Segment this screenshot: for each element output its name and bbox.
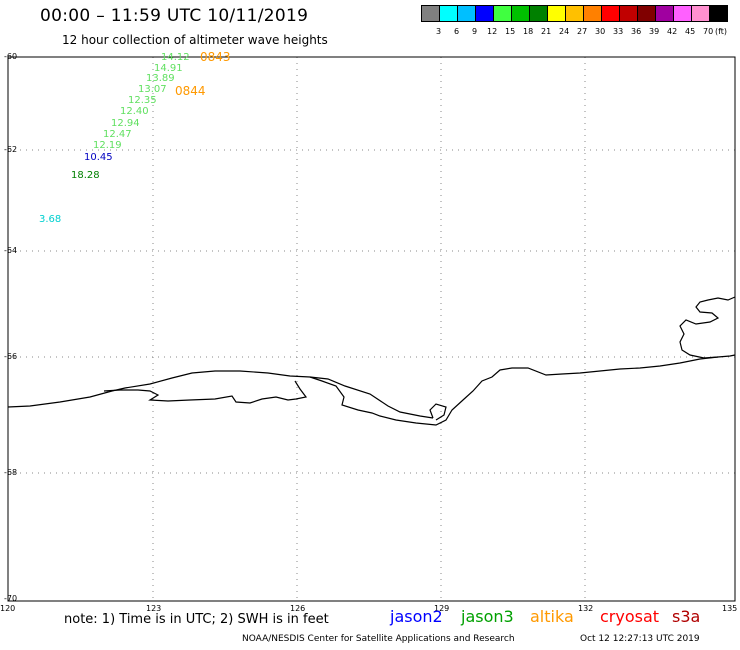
- satellite-altika-label: altika: [530, 607, 574, 626]
- scale-swatch: [619, 5, 638, 22]
- scale-swatch: [421, 5, 440, 22]
- lat-label: -70: [4, 594, 18, 603]
- satellite-cryosat-label: cryosat: [600, 607, 660, 626]
- grid-lines: [8, 57, 735, 601]
- scale-swatch: [457, 5, 476, 22]
- scale-swatch: [691, 5, 710, 22]
- wave-height-label: 12.94: [111, 118, 140, 129]
- scale-label: 21: [541, 27, 552, 36]
- scale-label: 39: [649, 27, 660, 36]
- satellite-jason2-label: jason2: [390, 607, 443, 626]
- lon-label: 132: [578, 604, 594, 613]
- lon-label: 120: [0, 604, 16, 613]
- scale-label: 36: [631, 27, 642, 36]
- scale-label: 9: [472, 27, 478, 36]
- wave-height-label: 10.45: [84, 152, 113, 163]
- scale-swatch: [583, 5, 602, 22]
- scale-swatch: [601, 5, 620, 22]
- lon-label: 135: [722, 604, 738, 613]
- scale-label: 24: [559, 27, 570, 36]
- wave-height-label: 18.28: [71, 170, 100, 181]
- scale-label: 6: [454, 27, 460, 36]
- scale-swatch: [709, 5, 728, 22]
- scale-label: 12: [487, 27, 498, 36]
- scale-swatch: [673, 5, 692, 22]
- scale-label: 27: [577, 27, 588, 36]
- wave-height-label: 14.91: [154, 63, 183, 74]
- satellite-jason3-label: jason3: [461, 607, 514, 626]
- scale-swatch: [655, 5, 674, 22]
- satellite-s3a-label: s3a: [672, 607, 701, 626]
- scale-label: 70: [703, 27, 714, 36]
- lat-label: -68: [4, 468, 18, 477]
- scale-swatch: [565, 5, 584, 22]
- scale-swatch: [493, 5, 512, 22]
- chart-title: 00:00 – 11:59 UTC 10/11/2019: [40, 6, 309, 26]
- lat-label: -64: [4, 246, 18, 255]
- wave-height-label: 12.35: [128, 95, 157, 106]
- wave-height-label: 13.07: [138, 84, 167, 95]
- scale-swatch: [529, 5, 548, 22]
- lat-label: -66: [4, 352, 18, 361]
- wave-height-label: 12.19: [93, 140, 122, 151]
- wave-height-label: 14.12: [161, 52, 190, 63]
- lat-label: -60: [4, 52, 18, 61]
- wave-height-label: 12.40: [120, 106, 149, 117]
- scale-label: 33: [613, 27, 624, 36]
- scale-unit: (ft): [715, 27, 728, 36]
- pass-time-label: 0844: [175, 84, 206, 98]
- credit-line: NOAA/NESDIS Center for Satellite Applica…: [242, 634, 515, 644]
- scale-label: 42: [667, 27, 678, 36]
- scale-swatch: [475, 5, 494, 22]
- generated-timestamp: Oct 12 12:27:13 UTC 2019: [580, 634, 700, 644]
- scale-swatch: [439, 5, 458, 22]
- chart-subtitle: 12 hour collection of altimeter wave hei…: [62, 33, 328, 47]
- scale-label: 30: [595, 27, 606, 36]
- wave-height-label: 12.47: [103, 129, 132, 140]
- scale-swatch: [547, 5, 566, 22]
- map-frame: [7, 56, 736, 602]
- note-text: note: 1) Time is in UTC; 2) SWH is in fe…: [64, 612, 329, 627]
- wave-height-label: 3.68: [39, 214, 62, 225]
- scale-swatch: [511, 5, 530, 22]
- lat-label: -62: [4, 145, 18, 154]
- lon-label: 126: [290, 604, 306, 613]
- pass-time-label: 0843: [200, 50, 231, 64]
- scale-label: 3: [436, 27, 442, 36]
- scale-label: 45: [685, 27, 696, 36]
- scale-label: 18: [523, 27, 534, 36]
- lon-label: 123: [146, 604, 162, 613]
- lon-label: 129: [434, 604, 450, 613]
- wave-height-label: 13.89: [146, 73, 175, 84]
- scale-swatch: [637, 5, 656, 22]
- scale-label: 15: [505, 27, 516, 36]
- antarctic-coastline: [7, 296, 736, 426]
